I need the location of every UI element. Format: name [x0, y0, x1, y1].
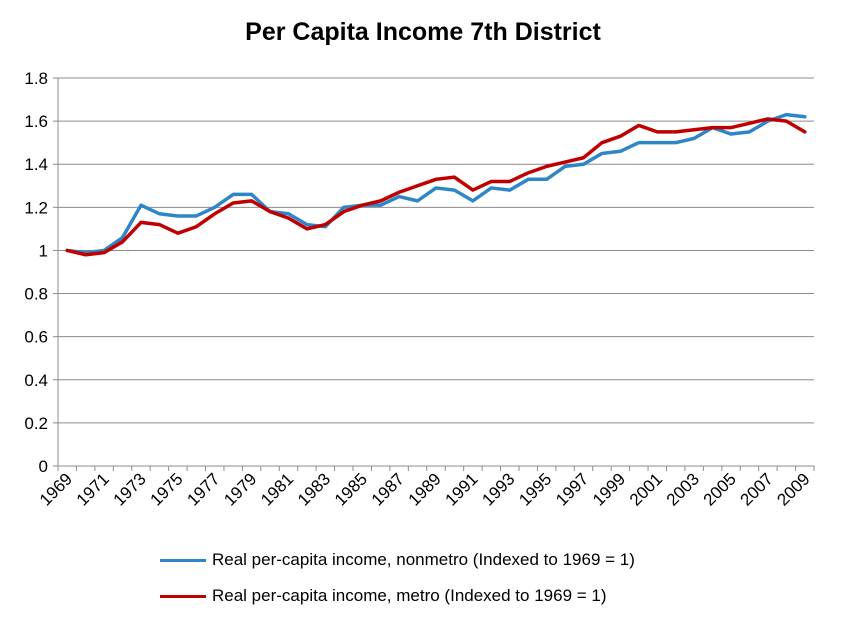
y-tick-label: 1.4 [24, 155, 48, 174]
x-tick-label: 1995 [515, 469, 555, 509]
x-tick-label: 1973 [110, 469, 150, 509]
x-tick-label: 1977 [183, 469, 223, 509]
series-line-metro [65, 117, 807, 257]
x-tick-label: 2005 [700, 469, 740, 509]
legend-swatch-metro [160, 594, 206, 598]
gridlines [58, 77, 814, 424]
x-tick-label: 1991 [442, 469, 482, 509]
x-tick-label: 2009 [773, 469, 813, 509]
y-axis-tick-labels: 0 0.2 0.4 0.6 0.8 1 1.2 1.4 1.6 1.8 [24, 69, 48, 476]
x-tick-label: 1999 [589, 469, 629, 509]
x-tick-label: 1983 [294, 469, 334, 509]
x-tick-label: 1981 [257, 469, 297, 509]
line-chart: 0 0.2 0.4 0.6 0.8 1 1.2 1.4 1.6 1.8 1969197119731… [24, 69, 815, 510]
series-lines [65, 112, 807, 257]
x-tick-label: 1971 [73, 469, 113, 509]
x-tick-label: 1975 [146, 469, 186, 509]
x-tick-label: 1997 [552, 469, 592, 509]
x-axis-tick-labels: 1969197119731975197719791981198319851987… [36, 469, 814, 509]
y-tick-label: 0.2 [24, 414, 48, 433]
y-tick-label: 0.6 [24, 328, 48, 347]
y-tick-label: 1.6 [24, 112, 48, 131]
y-tick-label: 1 [39, 241, 48, 260]
legend-label-metro: Real per-capita income, metro (Indexed t… [212, 586, 607, 605]
y-tick-label: 0.8 [24, 285, 48, 304]
x-tick-label: 1985 [331, 469, 371, 509]
legend-item-metro: Real per-capita income, metro (Indexed t… [160, 584, 607, 608]
x-tick-label: 1993 [478, 469, 518, 509]
y-tick-label: 0.4 [24, 371, 48, 390]
axes [53, 77, 815, 471]
legend-item-nonmetro: Real per-capita income, nonmetro (Indexe… [160, 548, 635, 572]
x-tick-label: 2007 [737, 469, 777, 509]
legend-label-nonmetro: Real per-capita income, nonmetro (Indexe… [212, 550, 635, 569]
x-tick-label: 1989 [405, 469, 445, 509]
y-tick-label: 1.8 [24, 69, 48, 88]
series-line-nonmetro [65, 112, 807, 255]
x-tick-label: 1979 [220, 469, 260, 509]
x-tick-label: 2003 [663, 469, 703, 509]
y-tick-label: 1.2 [24, 198, 48, 217]
x-tick-label: 1987 [368, 469, 408, 509]
legend-swatch-nonmetro [160, 558, 206, 562]
chart-title: Per Capita Income 7th District [245, 18, 601, 46]
y-tick-label: 0 [39, 457, 48, 476]
x-tick-label: 2001 [626, 469, 666, 509]
